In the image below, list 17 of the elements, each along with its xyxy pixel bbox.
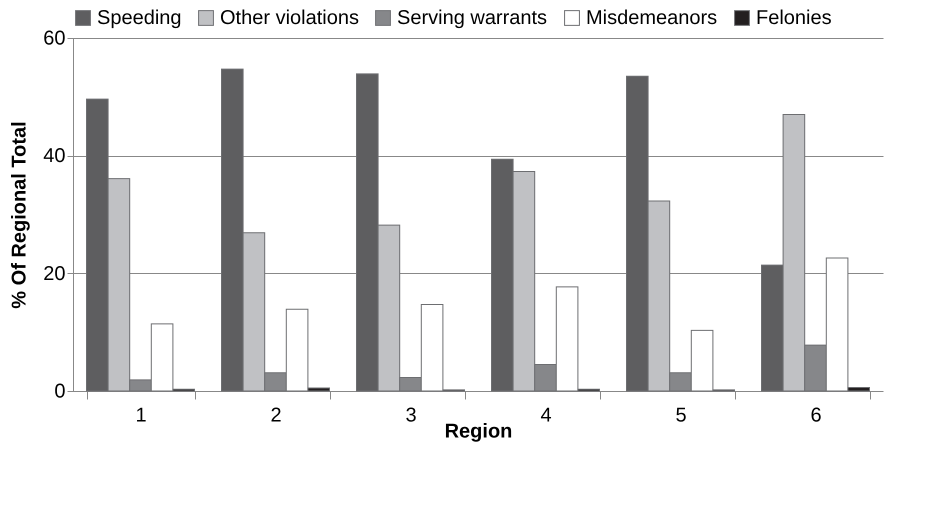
x-tick-label: 1	[135, 404, 147, 426]
legend-label: Felonies	[756, 7, 832, 29]
legend-label: Speeding	[97, 7, 182, 29]
x-tick-label: 5	[675, 404, 687, 426]
y-tick-label: 20	[43, 262, 66, 285]
legend-label: Misdemeanors	[586, 7, 718, 29]
x-tick-label: 2	[270, 404, 282, 426]
x-tick-label: 6	[810, 404, 822, 426]
y-tick-label: 60	[43, 28, 66, 50]
x-tick-label: 3	[405, 404, 417, 426]
legend-label: Serving warrants	[397, 7, 548, 29]
y-axis-title: % Of Regional Total	[8, 121, 30, 309]
legend-label: Other violations	[220, 7, 359, 29]
x-axis-title: Region	[444, 420, 512, 442]
y-tick-label: 40	[43, 145, 66, 168]
y-tick-label: 0	[54, 380, 66, 402]
x-tick-label: 4	[540, 404, 552, 426]
